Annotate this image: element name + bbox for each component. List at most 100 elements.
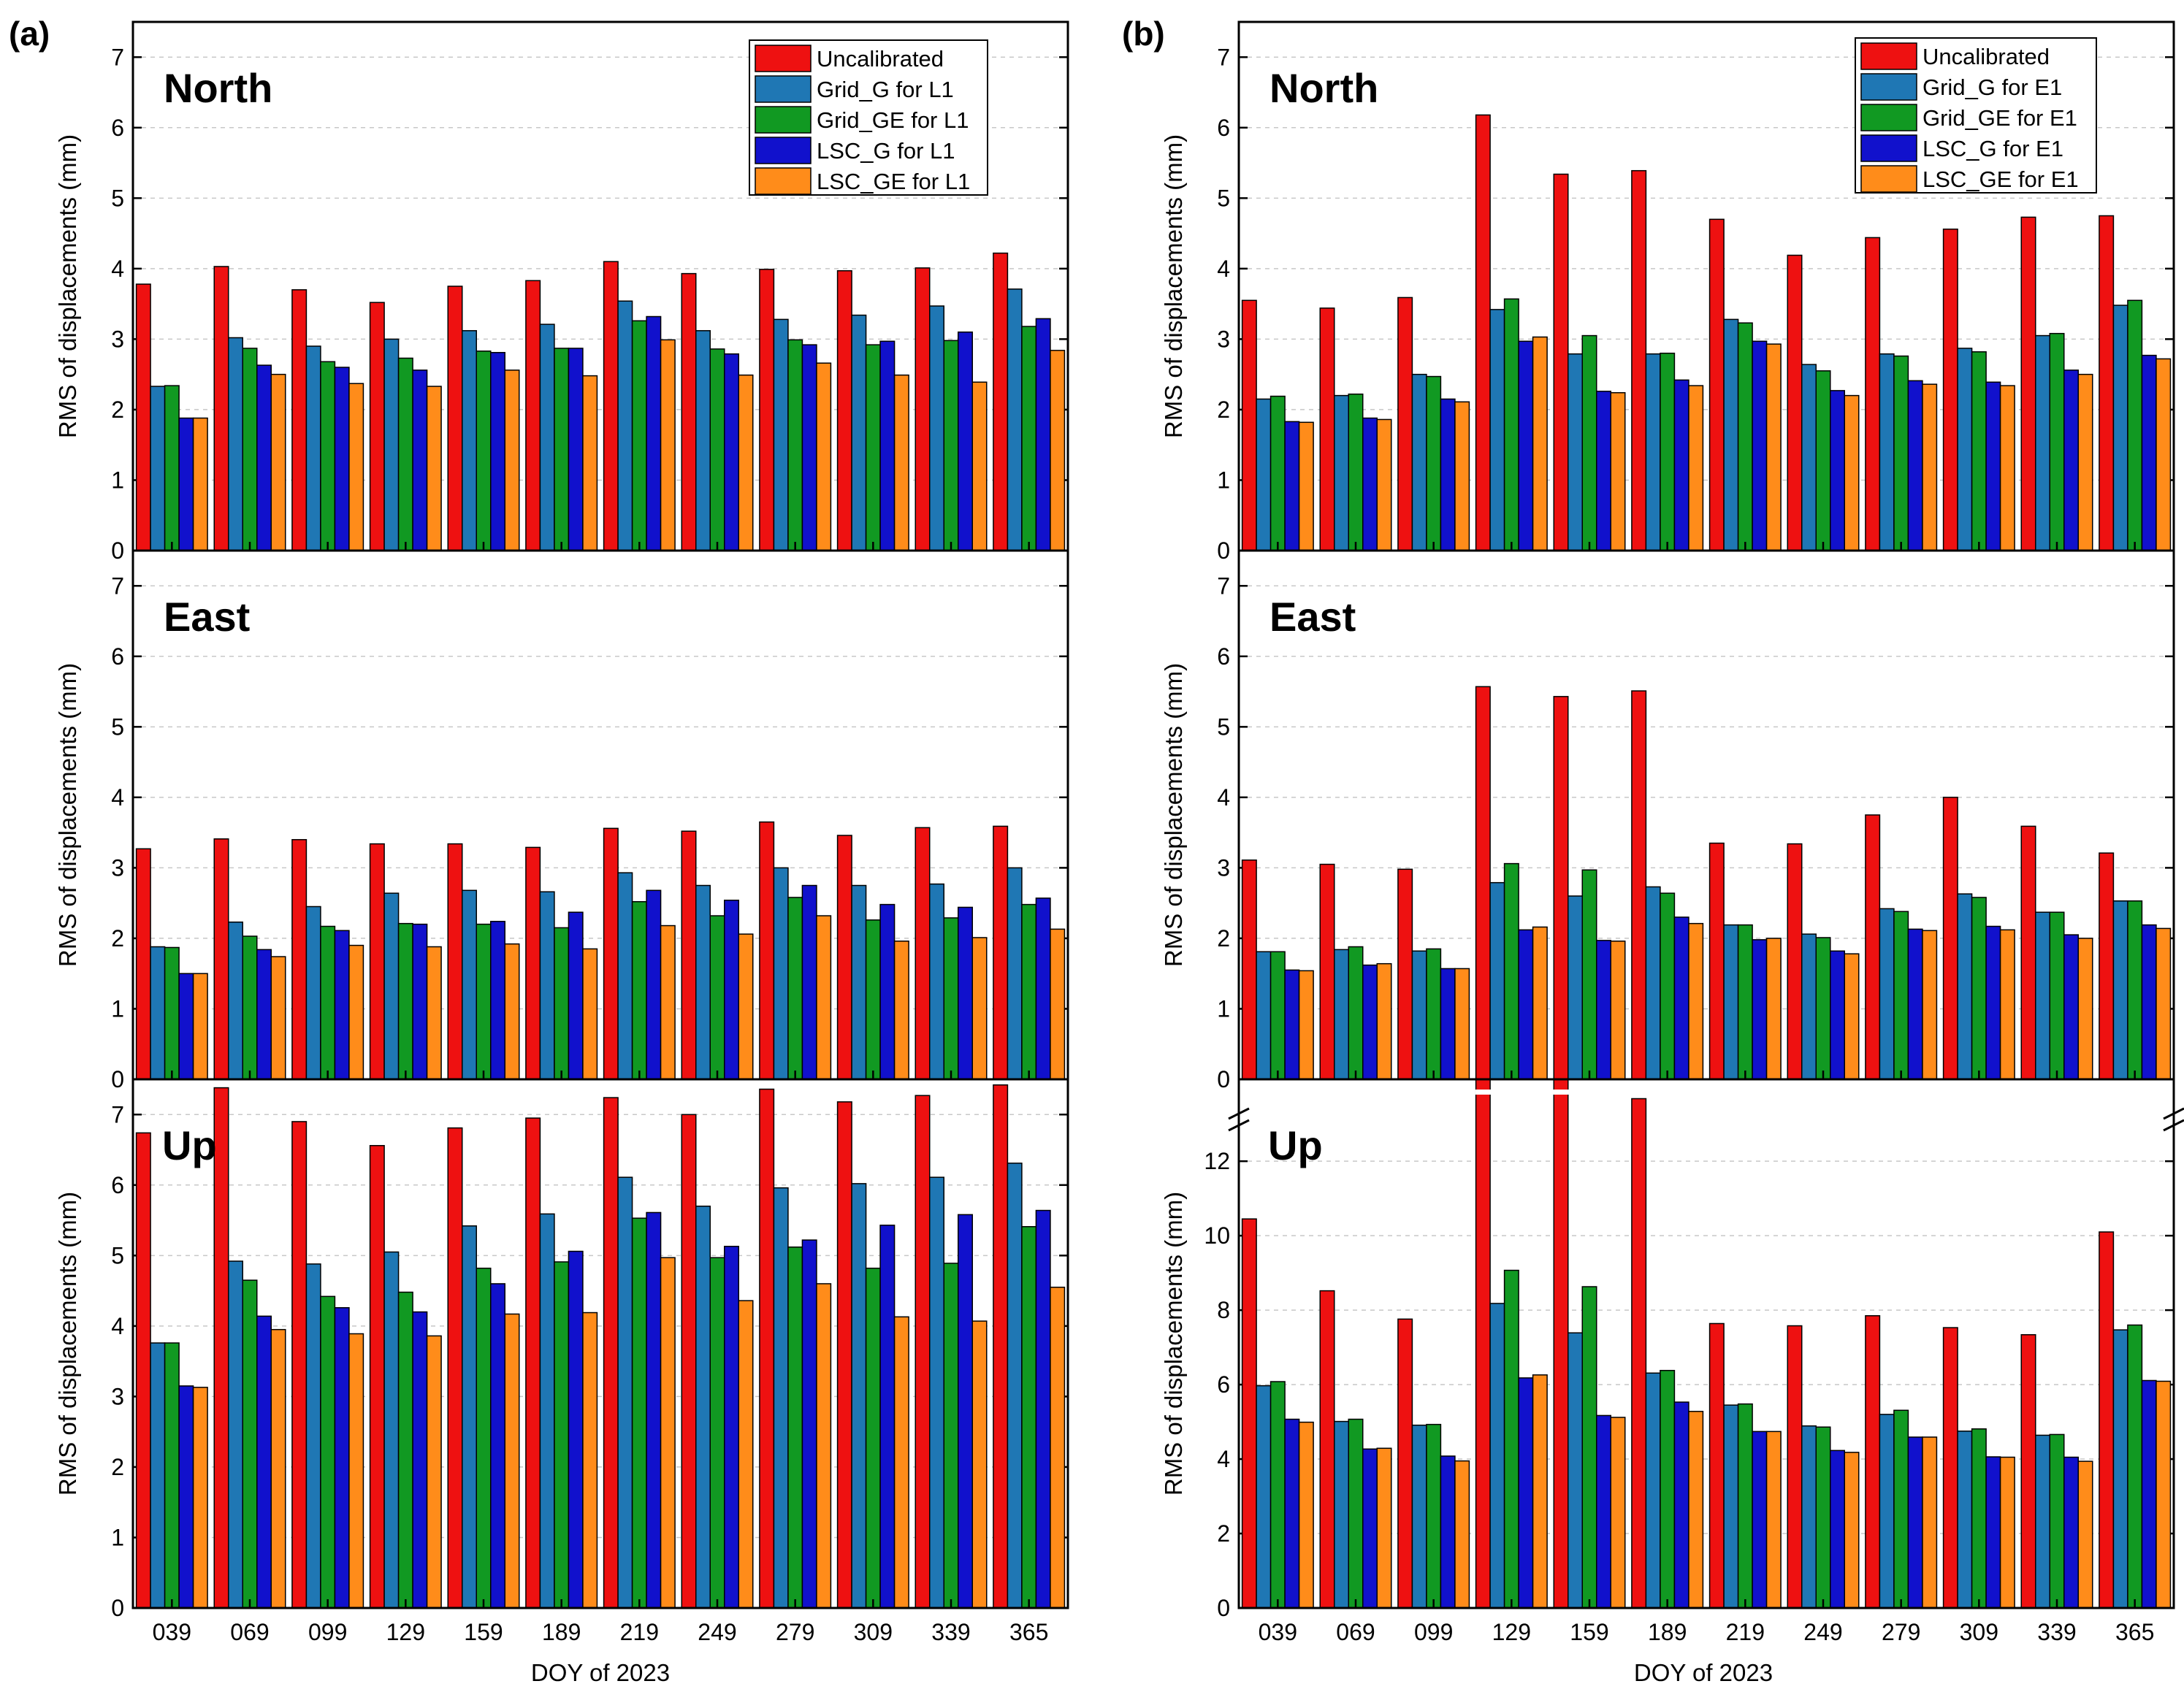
- legend-swatch: [1860, 104, 1917, 131]
- bar-lsc-g-129: [1518, 929, 1534, 1080]
- bar-grid-g-039: [150, 1342, 166, 1609]
- bar-uncalibrated-099: [291, 289, 308, 551]
- bar-grid-ge-339: [2049, 911, 2065, 1080]
- bar-uncalibrated-365: [2099, 852, 2115, 1080]
- x-axis-label-b: DOY of 2023: [1634, 1659, 1773, 1686]
- bar-lsc-g-099: [334, 367, 350, 551]
- y-tick-label: 7: [111, 1101, 124, 1127]
- bar-uncalibrated-129: [369, 302, 385, 551]
- bar-lsc-ge-069: [270, 1328, 286, 1609]
- legend-swatch: [755, 137, 812, 164]
- bar-grid-g-365: [2112, 305, 2128, 551]
- bar-lsc-g-159: [490, 351, 505, 551]
- legend-label: LSC_G for E1: [1923, 136, 2063, 161]
- plot-frame: [1237, 1078, 2175, 1609]
- legend-label: LSC_GE for E1: [1923, 166, 2079, 192]
- bar-uncalibrated-069: [213, 838, 229, 1080]
- bar-grid-g-309: [851, 1183, 867, 1609]
- bar-grid-ge-279: [1893, 911, 1909, 1080]
- bar-lsc-ge-099: [1454, 1460, 1470, 1609]
- bar-lsc-g-339: [2063, 370, 2079, 551]
- bar-grid-g-099: [305, 1263, 321, 1609]
- bar-grid-g-249: [1801, 933, 1817, 1080]
- bar-uncalibrated-159: [447, 1127, 463, 1609]
- bar-grid-ge-219: [1737, 322, 1753, 551]
- bar-lsc-ge-219: [1765, 343, 1782, 551]
- y-tick-label: 10: [1204, 1222, 1230, 1249]
- bar-lsc-g-279: [801, 344, 817, 551]
- y-tick-label: 6: [111, 1172, 124, 1198]
- bar-uncalibrated-189: [525, 280, 541, 551]
- bar-grid-g-099: [305, 345, 321, 551]
- bar-lsc-g-039: [178, 417, 194, 551]
- bar-grid-g-219: [1723, 924, 1739, 1080]
- x-tick-label: 069: [230, 1619, 269, 1645]
- bar-lsc-g-069: [1362, 1448, 1378, 1609]
- bar-lsc-ge-159: [504, 943, 520, 1080]
- bar-grid-ge-309: [865, 1267, 881, 1609]
- bar-uncalibrated-339: [915, 827, 931, 1080]
- bar-grid-g-365: [1007, 867, 1023, 1080]
- x-tick-label: 159: [1570, 1619, 1608, 1645]
- bar-grid-g-159: [462, 889, 477, 1080]
- x-tick-label: 309: [1960, 1619, 1998, 1645]
- bar-lsc-ge-189: [1688, 922, 1704, 1080]
- bar-uncalibrated-309: [1942, 797, 1958, 1080]
- bar-grid-g-365: [2112, 900, 2128, 1080]
- bar-uncalibrated-279: [1865, 814, 1881, 1080]
- bar-grid-ge-069: [1348, 393, 1364, 551]
- y-tick-label: 4: [1217, 256, 1230, 282]
- bar-lsc-g-069: [256, 949, 272, 1080]
- bar-grid-ge-189: [554, 348, 570, 551]
- bar-lsc-ge-099: [348, 1333, 364, 1609]
- bar-grid-ge-129: [397, 357, 413, 551]
- y-tick-label: 4: [1217, 1446, 1230, 1472]
- bar-uncalibrated-309: [836, 835, 852, 1080]
- bar-lsc-ge-309: [893, 1316, 909, 1609]
- bar-grid-g-099: [1411, 373, 1427, 551]
- bar-lsc-g-069: [1362, 964, 1378, 1080]
- subplot-a-east: 0 1 2 3 4 5 6 7 East RMS of displacements (mm): [54, 549, 1069, 1092]
- y-tick-label: 3: [1217, 326, 1230, 352]
- bar-lsc-g-099: [334, 1307, 350, 1609]
- x-tick-label: 339: [931, 1619, 970, 1645]
- bar-lsc-ge-309: [893, 374, 909, 551]
- bar-grid-ge-129: [397, 1291, 413, 1609]
- y-tick-label: 0: [111, 1066, 124, 1092]
- bar-uncalibrated-129: [1475, 114, 1491, 551]
- legend-swatch: [755, 75, 812, 103]
- y-tick-label: 0: [1217, 537, 1230, 564]
- y-tick-label: 2: [1217, 925, 1230, 952]
- bar-grid-g-189: [539, 323, 555, 551]
- bar-grid-ge-099: [320, 361, 336, 551]
- legend-label: Uncalibrated: [817, 46, 944, 72]
- bar-grid-g-129: [1489, 1303, 1505, 1609]
- bar-lsc-ge-159: [504, 370, 520, 551]
- bar-lsc-g-219: [1752, 340, 1768, 551]
- bar-uncalibrated-039: [135, 848, 151, 1080]
- bar-uncalibrated-279: [1865, 1315, 1881, 1609]
- bar-grid-g-309: [851, 884, 867, 1080]
- legend-swatch: [755, 167, 812, 195]
- bar-grid-ge-365: [2127, 900, 2143, 1080]
- bar-lsc-ge-279: [1922, 930, 1938, 1080]
- bar-lsc-g-129: [412, 923, 428, 1080]
- y-tick-label: 5: [1217, 713, 1230, 740]
- y-tick-label: 1: [111, 1524, 124, 1550]
- bar-lsc-ge-069: [1376, 962, 1392, 1080]
- y-tick-label: 1: [1217, 995, 1230, 1022]
- bar-uncalibrated-365: [993, 825, 1009, 1080]
- bar-grid-g-039: [150, 946, 166, 1080]
- bar-uncalibrated-219: [1708, 1322, 1725, 1609]
- bar-grid-ge-219: [631, 320, 647, 551]
- bar-uncalibrated-249: [681, 272, 697, 551]
- bar-grid-g-039: [1256, 398, 1272, 551]
- y-tick-label: 0: [1217, 1595, 1230, 1621]
- bar-lsc-ge-309: [1999, 385, 2015, 551]
- bar-grid-g-279: [1879, 353, 1895, 551]
- bar-lsc-g-039: [1284, 969, 1300, 1080]
- bar-lsc-g-309: [879, 903, 896, 1080]
- bar-lsc-ge-189: [582, 1312, 598, 1609]
- bar-grid-ge-365: [1021, 903, 1037, 1080]
- bar-lsc-ge-249: [1844, 394, 1860, 551]
